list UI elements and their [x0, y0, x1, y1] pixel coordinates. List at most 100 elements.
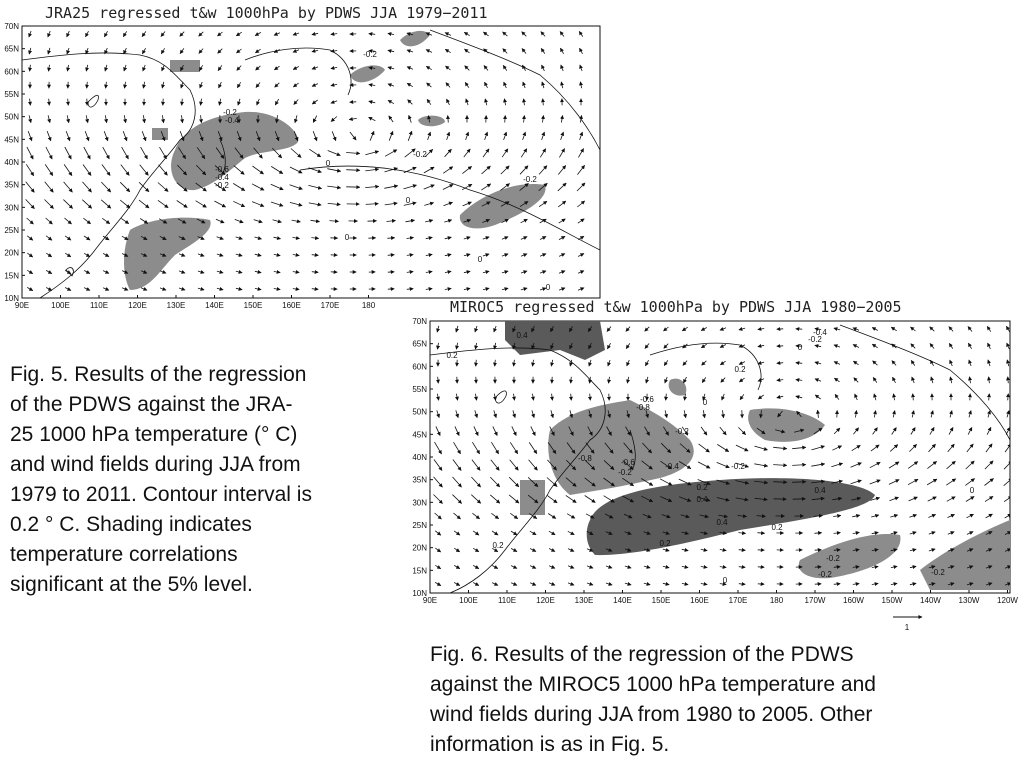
wind-arrow — [557, 165, 567, 175]
wind-arrow — [852, 327, 860, 331]
wind-arrow — [425, 65, 432, 71]
wind-arrow — [968, 410, 972, 418]
wind-arrow — [159, 236, 167, 240]
wind-arrow — [585, 513, 595, 519]
wind-arrow — [509, 442, 519, 455]
wind-arrow — [214, 165, 226, 175]
wind-arrow — [462, 166, 472, 174]
wind-arrow — [985, 513, 993, 519]
wind-arrow — [986, 393, 991, 401]
wind-arrow — [388, 115, 394, 123]
wind-arrow — [255, 131, 261, 142]
wind-arrow — [27, 131, 33, 142]
wind-arrow — [550, 410, 555, 419]
wind-arrow — [473, 426, 479, 437]
wind-arrow — [66, 64, 71, 72]
wind-arrow — [946, 496, 956, 502]
wind-arrow — [832, 496, 843, 501]
wind-arrow — [274, 82, 280, 88]
wind-arrow — [813, 513, 823, 518]
wind-arrow — [701, 377, 707, 384]
wind-arrow — [463, 148, 471, 158]
wind-arrow — [890, 326, 897, 332]
wind-arrow — [541, 98, 546, 106]
wind-arrow — [539, 287, 547, 292]
wind-arrow — [254, 32, 261, 36]
wind-arrow — [986, 325, 992, 332]
wind-arrow — [45, 146, 53, 160]
wind-arrow — [738, 547, 746, 552]
wind-arrow — [47, 47, 51, 55]
wind-arrow — [1004, 565, 1010, 569]
wind-arrow — [701, 360, 707, 366]
wind-arrow — [559, 148, 565, 158]
wind-arrow — [604, 442, 614, 454]
wind-arrow — [663, 326, 669, 332]
wind-arrow — [720, 377, 726, 383]
wind-arrow — [274, 131, 280, 142]
caption: Fig. 5. Results of the regression of the … — [10, 360, 312, 600]
wind-arrow — [140, 253, 148, 257]
wind-arrow — [365, 201, 379, 206]
wind-arrow — [445, 65, 451, 71]
wind-arrow — [512, 359, 517, 367]
wind-arrow — [644, 343, 650, 349]
wind-arrow — [159, 146, 167, 160]
wind-arrow — [490, 476, 501, 488]
wind-arrow — [433, 459, 443, 471]
wind-arrow — [872, 360, 878, 366]
wind-arrow — [541, 131, 546, 141]
wind-arrow — [546, 477, 558, 487]
wind-arrow — [510, 565, 518, 569]
wind-arrow — [455, 393, 459, 401]
wind-arrow — [425, 236, 433, 240]
wind-arrow — [831, 462, 844, 468]
wind-arrow — [531, 410, 535, 419]
contour-label: 0.4 — [696, 495, 708, 504]
wind-arrow — [197, 253, 205, 257]
wind-arrow — [176, 182, 188, 192]
wind-arrow — [833, 582, 841, 587]
wind-arrow — [387, 66, 395, 70]
wind-arrow — [289, 202, 303, 207]
contour-label: -0.2 — [413, 150, 427, 159]
wind-arrow — [645, 360, 649, 367]
wind-arrow — [662, 548, 670, 552]
wind-arrow — [576, 182, 586, 192]
wind-arrow — [179, 31, 185, 37]
wind-arrow — [508, 494, 520, 504]
wind-arrow — [586, 548, 594, 552]
wind-arrow — [793, 428, 805, 433]
wind-arrow — [103, 131, 109, 142]
wind-arrow — [579, 64, 583, 72]
wind-arrow — [927, 461, 937, 469]
wind-arrow — [549, 426, 555, 436]
wind-arrow — [541, 64, 545, 72]
wind-arrow — [738, 531, 747, 536]
lon-label: 140E — [205, 301, 224, 310]
wind-arrow — [102, 146, 110, 160]
wind-arrow — [254, 253, 262, 257]
wind-arrow — [519, 165, 529, 175]
wind-arrow — [197, 236, 205, 240]
wind-arrow — [795, 361, 803, 366]
wind-arrow — [273, 32, 281, 36]
wind-arrow — [455, 325, 459, 333]
wind-arrow — [890, 548, 898, 553]
wind-arrow — [811, 462, 826, 467]
wind-arrow — [159, 287, 167, 291]
wind-arrow — [538, 182, 548, 192]
wind-arrow — [697, 496, 711, 502]
wind-arrow — [605, 531, 613, 535]
wind-arrow — [773, 480, 788, 485]
lat-label: 30N — [412, 498, 427, 507]
wind-arrow — [547, 513, 557, 519]
wind-arrow — [140, 270, 148, 274]
wind-arrow — [853, 377, 859, 383]
wind-arrow — [444, 253, 452, 258]
wind-arrow — [365, 167, 380, 172]
wind-arrow — [83, 217, 91, 225]
wind-arrow — [833, 361, 841, 365]
wind-arrow — [738, 344, 746, 348]
contour-label: 0 — [546, 283, 551, 292]
